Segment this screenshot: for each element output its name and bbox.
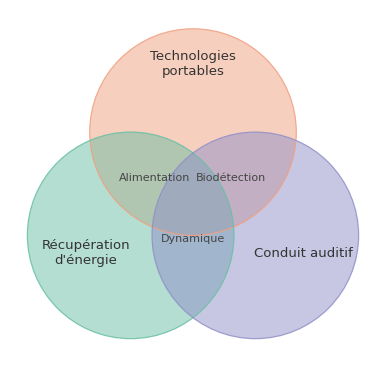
Circle shape: [152, 132, 359, 339]
Circle shape: [27, 132, 234, 339]
Circle shape: [90, 29, 296, 235]
Text: Conduit auditif: Conduit auditif: [254, 247, 353, 260]
Text: Alimentation: Alimentation: [119, 173, 190, 183]
Text: Biodétection: Biodétection: [196, 173, 266, 183]
Text: Récupération
d'énergie: Récupération d'énergie: [42, 239, 130, 267]
Text: Technologies
portables: Technologies portables: [150, 50, 236, 78]
Text: Dynamique: Dynamique: [161, 234, 225, 244]
